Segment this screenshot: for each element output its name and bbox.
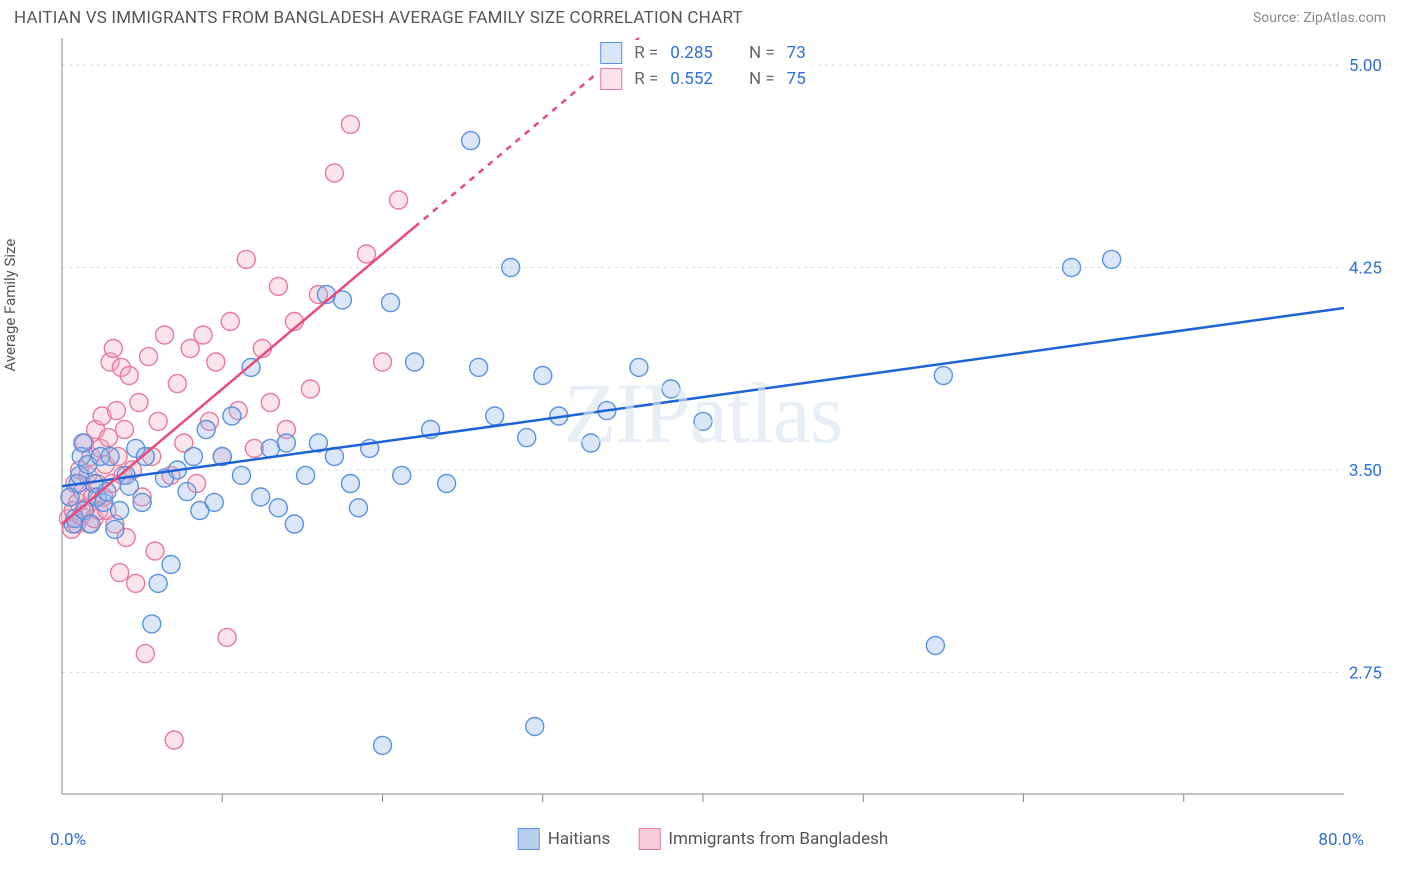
- x-axis-bar: 0.0% HaitiansImmigrants from Bangladesh …: [14, 828, 1392, 856]
- y-axis-title: Average Family Size: [1, 239, 19, 372]
- source-link[interactable]: ZipAtlas.com: [1303, 10, 1386, 26]
- x-axis-min-label: 0.0%: [50, 830, 86, 850]
- series-legend: Haitians Immigrants from Bangladesh: [518, 828, 889, 850]
- legend-swatch: [638, 828, 660, 850]
- x-axis-max-label: 80.0%: [1318, 830, 1364, 850]
- stats-legend-row: R = 0.552 N = 75: [594, 66, 812, 92]
- n-label: N =: [749, 43, 775, 63]
- source-prefix: Source:: [1253, 10, 1303, 26]
- r-label: R =: [634, 43, 658, 63]
- source-attribution: Source: ZipAtlas.com: [1253, 10, 1386, 26]
- scatter-chart: 2.75 3.50 4.25 5.00: [14, 34, 1392, 824]
- svg-text:2.75: 2.75: [1349, 664, 1382, 684]
- legend-swatch: [600, 68, 622, 90]
- svg-text:3.50: 3.50: [1349, 461, 1382, 481]
- legend-swatch: [518, 828, 540, 850]
- r-value: 0.552: [670, 69, 713, 89]
- stats-legend-row: R = 0.285 N = 73: [594, 40, 812, 66]
- chart-container: Average Family Size ZIPatlas 2.753.504.2…: [14, 34, 1392, 824]
- n-value: 73: [787, 43, 806, 63]
- legend-swatch: [600, 42, 622, 64]
- legend-item: Immigrants from Bangladesh: [638, 828, 888, 850]
- n-label: N =: [749, 69, 775, 89]
- legend-label: Immigrants from Bangladesh: [668, 829, 888, 849]
- n-value: 75: [787, 69, 806, 89]
- chart-header: HAITIAN VS IMMIGRANTS FROM BANGLADESH AV…: [0, 0, 1406, 34]
- svg-text:4.25: 4.25: [1349, 259, 1382, 279]
- r-label: R =: [634, 69, 658, 89]
- stats-legend: R = 0.285 N = 73 R = 0.552 N = 75: [594, 40, 812, 92]
- legend-item: Haitians: [518, 828, 611, 850]
- r-value: 0.285: [670, 43, 713, 63]
- svg-text:5.00: 5.00: [1349, 56, 1382, 76]
- legend-label: Haitians: [548, 829, 611, 849]
- chart-title: HAITIAN VS IMMIGRANTS FROM BANGLADESH AV…: [14, 8, 743, 28]
